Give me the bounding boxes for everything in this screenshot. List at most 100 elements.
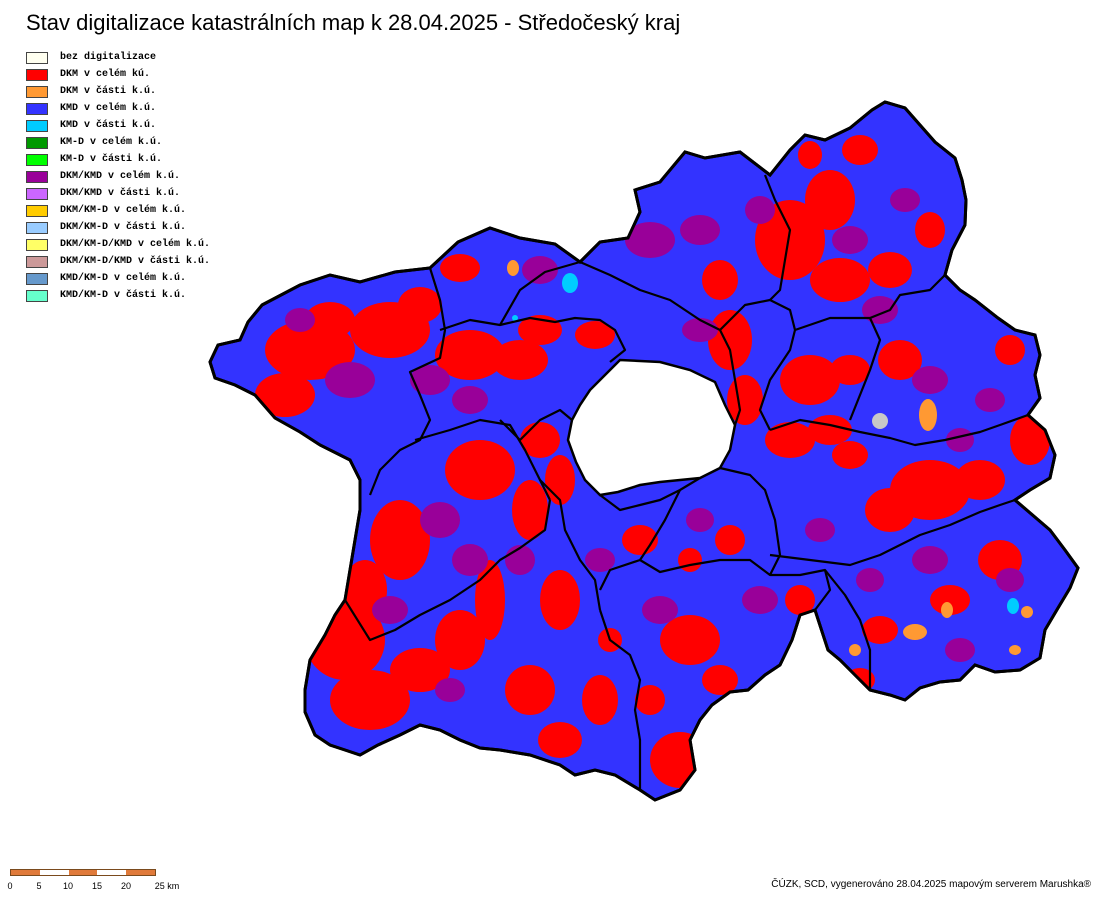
map-patch [435, 678, 465, 702]
district-border [344, 499, 552, 642]
legend-swatch [26, 238, 48, 251]
district-border [763, 174, 792, 301]
district-border [794, 274, 946, 332]
legend-item: DKM v části k.ú. [26, 83, 210, 100]
legend-label: KM-D v části k.ú. [60, 154, 163, 165]
map-patch [505, 545, 535, 575]
map-patch [780, 355, 840, 405]
legend-label: DKM/KM-D/KMD v části k.ú. [60, 256, 211, 267]
map-patch [492, 340, 548, 380]
map-patch [755, 700, 805, 740]
map-patch [575, 321, 615, 349]
map-patch [868, 252, 912, 288]
map-patch [810, 258, 870, 302]
legend-label: KMD/KM-D v části k.ú. [60, 290, 187, 301]
legend-item: DKM/KM-D v celém k.ú. [26, 202, 210, 219]
legend-label: KMD/KM-D v celém k.ú. [60, 273, 187, 284]
map-patch [832, 226, 868, 254]
map-patch [440, 254, 480, 282]
map-patch [582, 675, 618, 725]
map-patch [475, 560, 505, 640]
map-patch [842, 135, 878, 165]
legend-label: DKM/KM-D/KMD v celém k.ú. [60, 239, 211, 250]
legend-swatch [26, 255, 48, 268]
district-border [539, 479, 602, 611]
map-patch [650, 732, 710, 788]
map-patch [785, 585, 815, 615]
map-patch [562, 273, 578, 293]
legend-label: DKM/KMD v celém k.ú. [60, 171, 181, 182]
district-border [599, 477, 701, 512]
legend-swatch [26, 102, 48, 115]
map-patch [941, 602, 953, 618]
map-patch [755, 200, 825, 280]
map-patch [955, 460, 1005, 500]
scale-label: 25 km [154, 881, 180, 891]
legend-swatch [26, 187, 48, 200]
map-patch [805, 170, 855, 230]
map-patch [540, 570, 580, 630]
district-border [769, 498, 1016, 567]
legend-item: KMD/KM-D v části k.ú. [26, 287, 210, 304]
legend-swatch [26, 68, 48, 81]
map-patch [255, 373, 315, 417]
map-patch [832, 441, 868, 469]
legend-label: DKM/KM-D v části k.ú. [60, 222, 187, 233]
map-patch [452, 386, 488, 414]
map-patch [862, 616, 898, 644]
district-border [598, 609, 642, 790]
legend-item: DKM v celém kú. [26, 66, 210, 83]
map-patch [849, 644, 861, 656]
legend-swatch [26, 51, 48, 64]
map-patch [862, 296, 898, 324]
district-border [368, 267, 447, 496]
scale-label: 10 [62, 881, 74, 891]
legend-item: KMD/KM-D v celém k.ú. [26, 270, 210, 287]
map-patch [452, 544, 488, 576]
map-patch [678, 548, 702, 572]
district-border [439, 316, 627, 363]
map-patch [830, 355, 870, 385]
map-patch [915, 212, 945, 248]
legend-label: DKM/KM-D v celém k.ú. [60, 205, 187, 216]
scale-bar-segment [39, 870, 69, 875]
map-patch [1009, 645, 1021, 655]
map-patch [930, 585, 970, 615]
scale-bar-segment [126, 870, 155, 875]
legend-item: KM-D v celém k.ú. [26, 134, 210, 151]
map-patch [878, 340, 922, 380]
district-border [769, 413, 1029, 447]
scale-bar-labels: 0 5 10 15 20 25 km [7, 881, 190, 893]
legend-item: DKM/KM-D/KMD v části k.ú. [26, 253, 210, 270]
district-border [499, 260, 581, 326]
map-patch [995, 335, 1025, 365]
scale-label: 5 [36, 881, 42, 891]
legend-label: DKM v části k.ú. [60, 86, 157, 97]
map-patch [680, 215, 720, 245]
map-patch [890, 188, 920, 212]
map-patch [585, 548, 615, 572]
map-patch [305, 302, 355, 338]
map-patch [996, 568, 1024, 592]
map-patch [798, 141, 822, 169]
map-patch [390, 648, 450, 692]
map-patch [642, 596, 678, 624]
scale-label: 0 [7, 881, 13, 891]
map-patch [435, 610, 485, 670]
scale-bar-segment [11, 870, 40, 875]
district-border [599, 489, 681, 591]
map-patch [708, 310, 752, 370]
legend-label: bez digitalizace [60, 52, 157, 63]
map-patch [975, 388, 1005, 412]
map-patch [398, 287, 442, 323]
legend-label: KMD v části k.ú. [60, 120, 157, 131]
map-patch [865, 488, 915, 532]
legend-item: DKM/KMD v celém k.ú. [26, 168, 210, 185]
map-patch [682, 318, 718, 342]
legend-item: bez digitalizace [26, 49, 210, 66]
scale-bar-segment [68, 870, 98, 875]
map-patch [903, 624, 927, 640]
legend: bez digitalizace DKM v celém kú. DKM v čás… [26, 49, 210, 304]
map-patch [507, 260, 519, 276]
legend-item: KMD v části k.ú. [26, 117, 210, 134]
